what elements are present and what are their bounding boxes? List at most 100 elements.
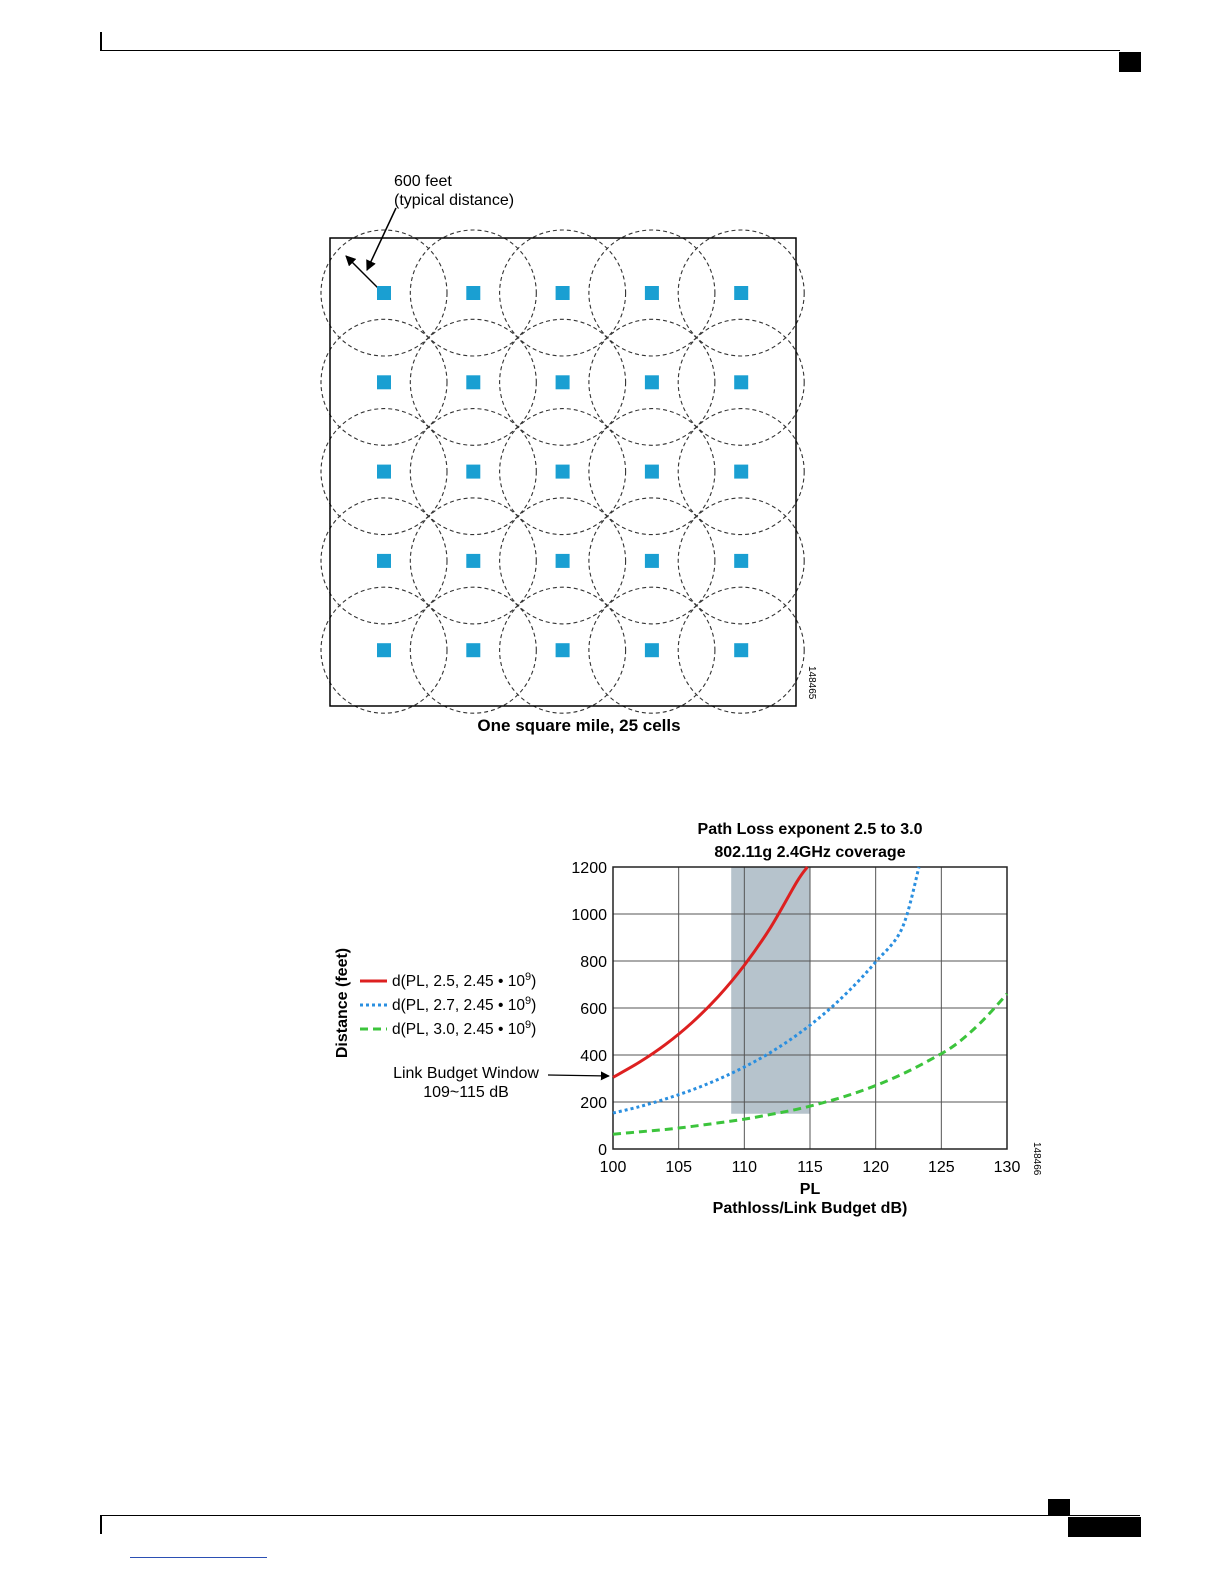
coverage-circle — [588, 408, 716, 536]
footer-tick — [100, 1516, 102, 1534]
coverage-circle — [588, 586, 716, 714]
footer-page-block — [1068, 1517, 1141, 1537]
access-point-marker — [466, 286, 481, 300]
footer-link-underline[interactable] — [130, 1557, 267, 1558]
access-point-marker — [377, 375, 391, 390]
coverage-circle — [677, 586, 805, 714]
link-budget-arrow — [547, 1071, 610, 1081]
x-tick-label: 100 — [600, 1159, 627, 1176]
coverage-circle — [499, 586, 627, 714]
annotation-leader — [366, 207, 397, 271]
coverage-circle — [409, 408, 537, 536]
access-point-marker — [555, 464, 570, 479]
coverage-circle — [409, 229, 537, 357]
coverage-circle — [320, 586, 448, 714]
series-line-1 — [612, 866, 809, 1079]
access-point-marker — [377, 553, 391, 568]
coverage-circle — [409, 318, 537, 446]
coverage-circle — [320, 229, 448, 357]
y-axis-label: Distance (feet) — [334, 948, 351, 1058]
coverage-circle — [320, 318, 448, 446]
access-point-marker — [466, 553, 481, 568]
link-budget-window — [731, 867, 810, 1114]
chart-title: Path Loss exponent 2.5 to 3.0 — [698, 821, 923, 838]
plot-area: 100 105 110 115 120 125 130 0 200 400 600 800 1000 12… — [571, 860, 1020, 1176]
plot-frame — [612, 866, 1008, 1150]
coverage-circle — [677, 318, 805, 446]
access-point-marker — [644, 553, 659, 568]
coverage-circle — [677, 229, 805, 357]
access-point-marker — [555, 643, 570, 658]
x-axis-label-detail: Pathloss/Link Budget dB) — [713, 1200, 908, 1217]
coverage-circle — [409, 586, 537, 714]
access-point-marker — [644, 643, 659, 658]
coverage-circle — [588, 497, 716, 625]
x-tick-label: 120 — [862, 1159, 889, 1176]
x-tick-label: 115 — [797, 1159, 823, 1176]
footer-rule — [100, 1515, 1140, 1516]
legend-label-3: d(PL, 3.0, 2.45 • 109) — [392, 1019, 536, 1038]
x-tick-label: 110 — [732, 1159, 758, 1176]
access-point-marker — [555, 375, 570, 390]
header-rule — [100, 50, 1120, 51]
pathloss-chart: Path Loss exponent 2.5 to 3.0 802.11g 2.… — [334, 821, 1042, 1217]
coverage-figure: 600 feet (typical distance) 148465 One s… — [320, 173, 817, 735]
access-point-marker — [466, 375, 481, 390]
link-budget-range: 109~115 dB — [423, 1084, 509, 1101]
access-point-marker — [377, 643, 391, 658]
access-point-marker — [734, 464, 749, 479]
coverage-cells — [320, 229, 805, 714]
coverage-circle — [499, 229, 627, 357]
square-mile-border — [329, 237, 797, 707]
access-point-marker — [466, 643, 481, 658]
y-tick-label: 200 — [580, 1095, 607, 1112]
coverage-circle — [677, 497, 805, 625]
access-point-marker — [377, 286, 391, 300]
y-tick-label: 400 — [580, 1048, 607, 1065]
coverage-circle — [677, 408, 805, 536]
access-point-marker — [377, 464, 391, 479]
series-line-3 — [612, 992, 1009, 1136]
chart-figure-id: 148466 — [1031, 1142, 1042, 1176]
x-axis-label: PL — [800, 1181, 821, 1198]
legend-label-2: d(PL, 2.7, 2.45 • 109) — [392, 995, 536, 1014]
y-tick-label: 800 — [580, 954, 607, 971]
distance-annotation-note: (typical distance) — [394, 192, 514, 209]
header-marker — [1119, 52, 1141, 72]
y-tick-label: 1200 — [571, 860, 607, 877]
legend: d(PL, 2.5, 2.45 • 109) d(PL, 2.7, 2.45 •… — [360, 971, 536, 1038]
series-line-2 — [612, 866, 921, 1115]
access-point-marker — [555, 286, 570, 300]
footer-marker — [1048, 1499, 1070, 1515]
access-point-marker — [734, 286, 749, 300]
access-point-marker — [644, 286, 659, 300]
figure-caption: One square mile, 25 cells — [477, 716, 680, 735]
coverage-circle — [588, 229, 716, 357]
y-tick-label: 1000 — [571, 907, 607, 924]
y-tick-label: 0 — [598, 1142, 607, 1159]
coverage-circle — [499, 497, 627, 625]
x-tick-label: 130 — [994, 1159, 1021, 1176]
link-budget-annotation: Link Budget Window — [393, 1065, 539, 1082]
access-point-marker — [555, 553, 570, 568]
header-tick — [100, 32, 102, 51]
y-tick-label: 600 — [580, 1001, 607, 1018]
x-tick-label: 125 — [928, 1159, 955, 1176]
x-tick-label: 105 — [665, 1159, 692, 1176]
coverage-circle — [320, 408, 448, 536]
access-point-marker — [734, 643, 749, 658]
coverage-circle — [499, 318, 627, 446]
coverage-circle — [320, 497, 448, 625]
figure-id: 148465 — [806, 666, 817, 700]
access-point-marker — [644, 464, 659, 479]
access-point-marker — [734, 375, 749, 390]
access-point-marker — [734, 553, 749, 568]
coverage-circle — [409, 497, 537, 625]
access-point-marker — [466, 464, 481, 479]
access-point-marker — [644, 375, 659, 390]
coverage-circle — [588, 318, 716, 446]
chart-subtitle: 802.11g 2.4GHz coverage — [714, 844, 905, 861]
legend-label-1: d(PL, 2.5, 2.45 • 109) — [392, 971, 536, 990]
coverage-circle — [499, 408, 627, 536]
distance-annotation: 600 feet — [394, 173, 452, 190]
